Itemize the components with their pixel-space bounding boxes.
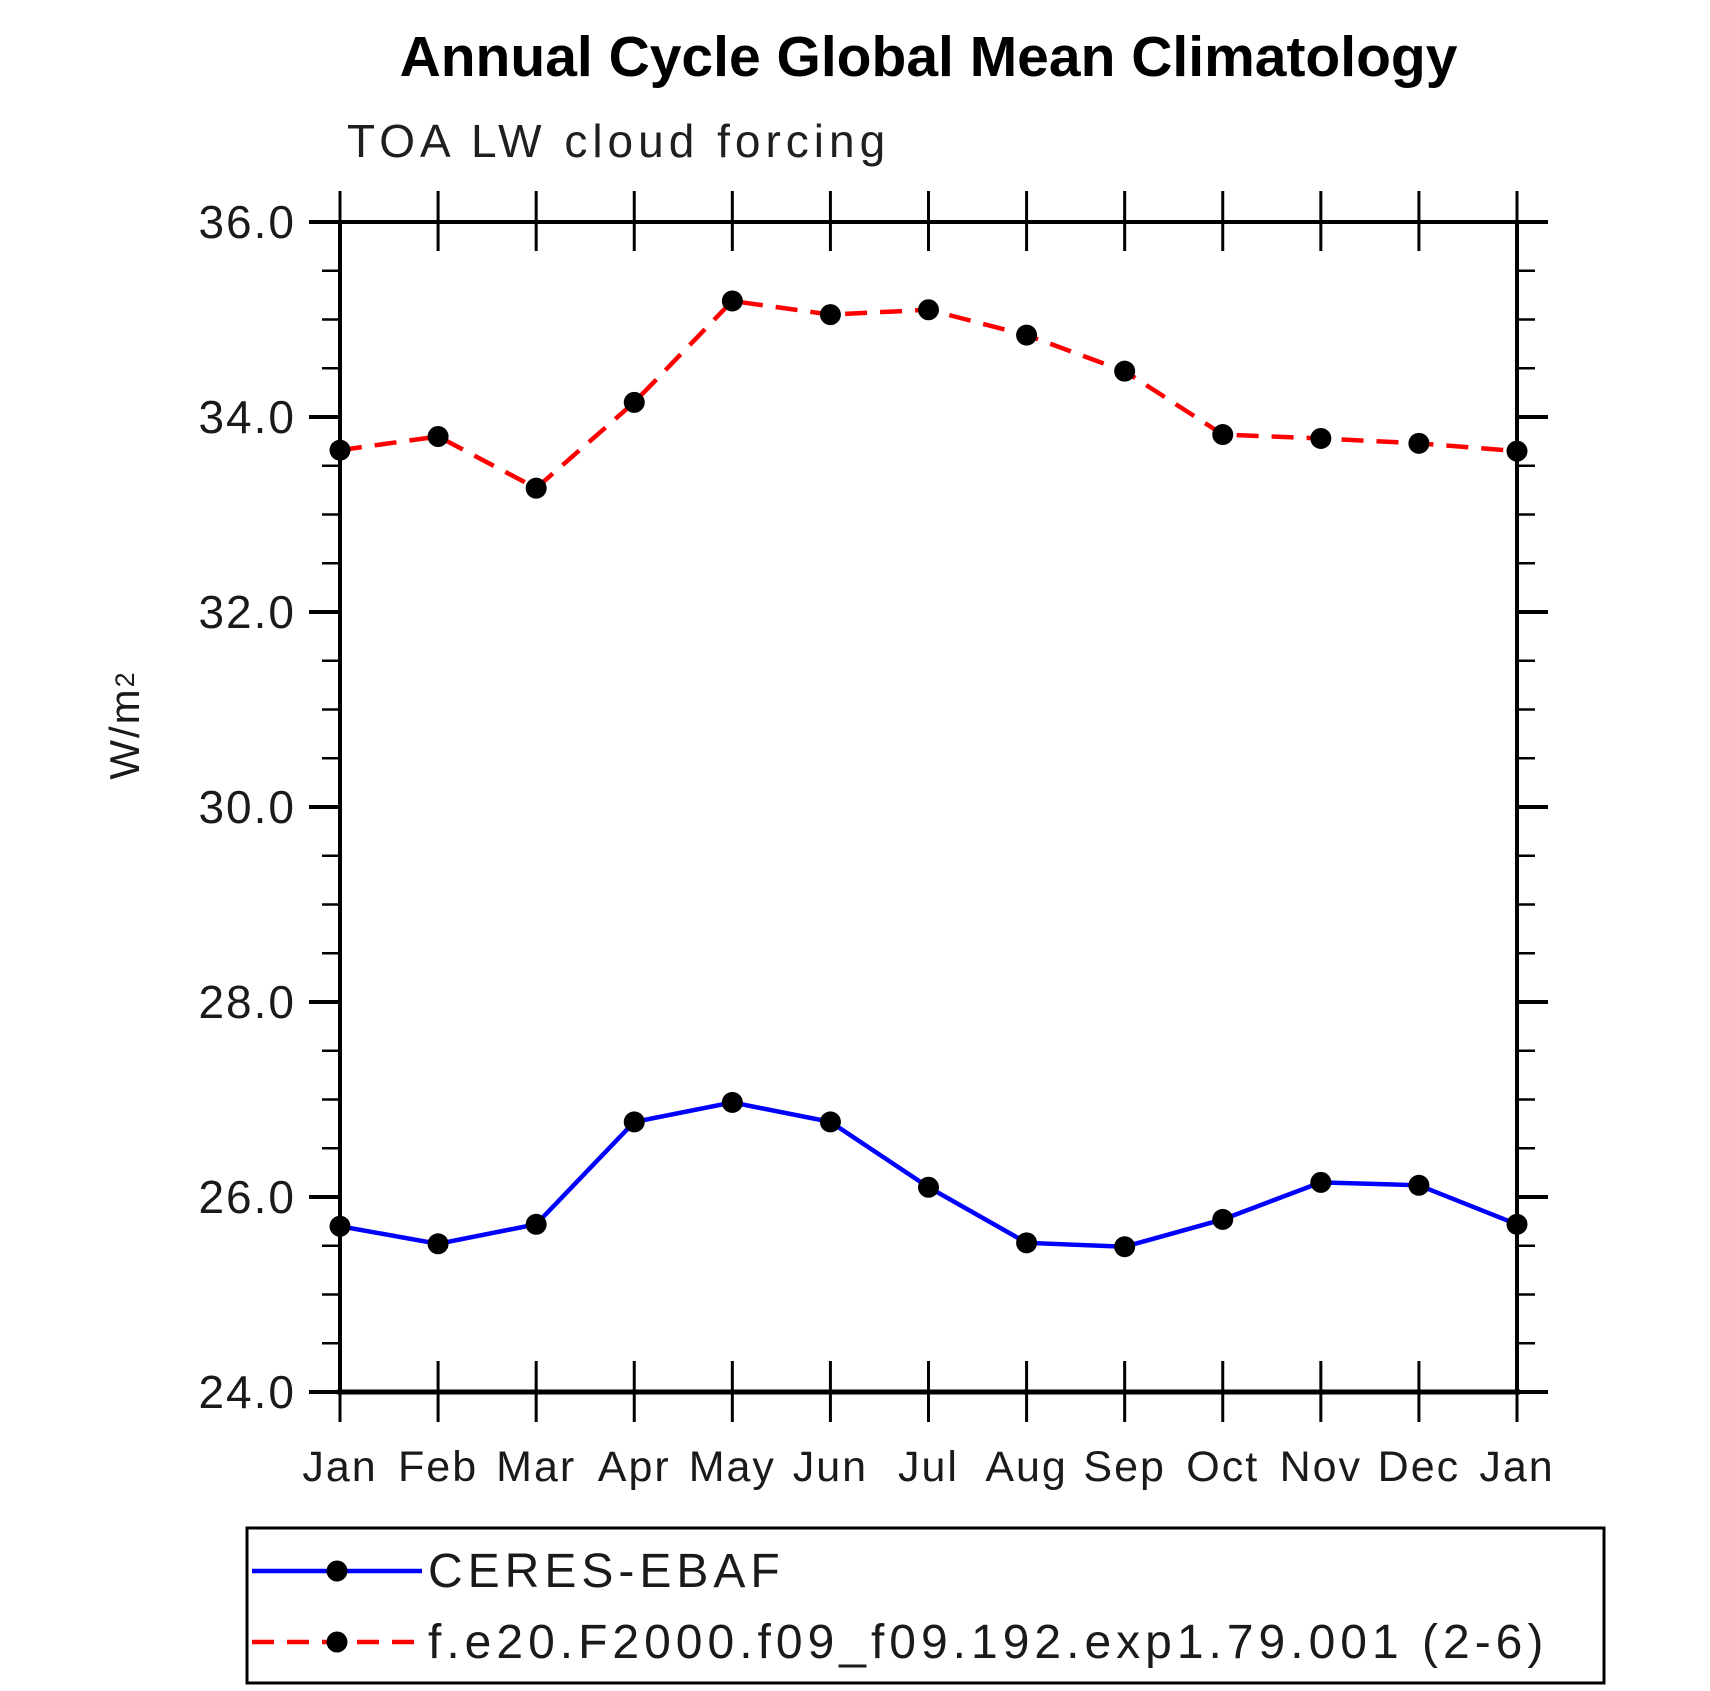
data-point-marker — [329, 1215, 351, 1237]
data-point-marker — [329, 439, 351, 461]
legend-entry: CERES-EBAF — [252, 1545, 785, 1598]
y-tick-label: 32.0 — [198, 586, 296, 638]
axes-frame — [337, 220, 1520, 1395]
x-axis-tick-labels: Jan Feb Mar Apr May Jun Jul Aug Sep Oct Nov Dec Jan — [302, 1443, 1554, 1491]
x-tick-label: Mar — [496, 1443, 576, 1491]
data-point-marker — [1016, 1232, 1038, 1254]
x-tick-label: Dec — [1378, 1443, 1460, 1491]
y-tick-label: 28.0 — [198, 976, 296, 1028]
x-axis-ticks — [338, 191, 1519, 1422]
x-tick-label: Apr — [598, 1443, 671, 1491]
legend-label: CERES-EBAF — [428, 1545, 785, 1598]
data-point-marker — [721, 1091, 743, 1113]
y-tick-label: 34.0 — [198, 391, 296, 443]
y-tick-label: 26.0 — [198, 1171, 296, 1223]
y-tick-label: 36.0 — [198, 196, 296, 248]
series-line — [339, 298, 1518, 491]
x-tick-label: Jan — [302, 1443, 377, 1491]
data-point-marker — [721, 290, 743, 312]
y-tick-label: 30.0 — [198, 781, 296, 833]
data-point-marker — [1212, 1208, 1234, 1230]
data-point-marker — [1506, 1213, 1528, 1235]
legend-box — [245, 1526, 1606, 1685]
series-line — [339, 1100, 1518, 1249]
x-tick-label: Feb — [398, 1443, 478, 1491]
data-point-marker — [1114, 360, 1136, 382]
data-point-marker — [918, 1176, 939, 1198]
series-f-e20-f2000-f09-f09-192-exp1-79-001-2-6- — [329, 290, 1528, 499]
legend-marker — [326, 1631, 348, 1653]
x-tick-label: Jan — [1479, 1443, 1554, 1491]
legend: CERES-EBAF f.e20.F2000.f09_f09.192.exp1.7… — [245, 1526, 1606, 1685]
data-point-marker — [1212, 424, 1234, 446]
y-axis-ticks — [309, 220, 1548, 1394]
x-tick-label: Nov — [1280, 1443, 1362, 1491]
data-point-marker — [1310, 427, 1332, 449]
data-point-marker — [1506, 440, 1528, 462]
y-tick-label: 24.0 — [198, 1366, 296, 1418]
data-point-marker — [1016, 324, 1038, 346]
data-point-marker — [427, 426, 449, 447]
data-point-marker — [1114, 1236, 1136, 1258]
data-point-marker — [525, 1213, 547, 1235]
data-point-marker — [1310, 1171, 1332, 1193]
x-tick-label: Jul — [898, 1443, 959, 1491]
data-point-marker — [525, 477, 547, 499]
x-tick-label: Aug — [985, 1443, 1068, 1491]
chart-subtitle: TOA LW cloud forcing — [347, 115, 891, 167]
chart-title: Annual Cycle Global Mean Climatology — [399, 25, 1458, 89]
data-point-marker — [918, 299, 939, 321]
data-point-marker — [623, 391, 645, 413]
x-tick-label: Jun — [793, 1443, 868, 1491]
legend-entry: f.e20.F2000.f09_f09.192.exp1.79.001 (2-6… — [252, 1616, 1548, 1669]
y-axis-tick-labels: 24.0 26.0 28.0 30.0 32.0 34.0 36.0 — [198, 196, 296, 1418]
series-ceres-ebaf — [329, 1091, 1528, 1258]
data-point-marker — [819, 1111, 841, 1133]
legend-label: f.e20.F2000.f09_f09.192.exp1.79.001 (2-6… — [428, 1616, 1548, 1669]
legend-marker — [326, 1560, 348, 1582]
x-tick-label: Sep — [1083, 1443, 1166, 1491]
x-tick-label: Oct — [1186, 1443, 1259, 1491]
data-point-marker — [427, 1233, 449, 1255]
x-tick-label: May — [689, 1443, 776, 1491]
data-point-marker — [819, 304, 841, 326]
data-point-marker — [1408, 1174, 1430, 1196]
data-point-marker — [623, 1111, 645, 1133]
data-point-marker — [1408, 432, 1430, 454]
